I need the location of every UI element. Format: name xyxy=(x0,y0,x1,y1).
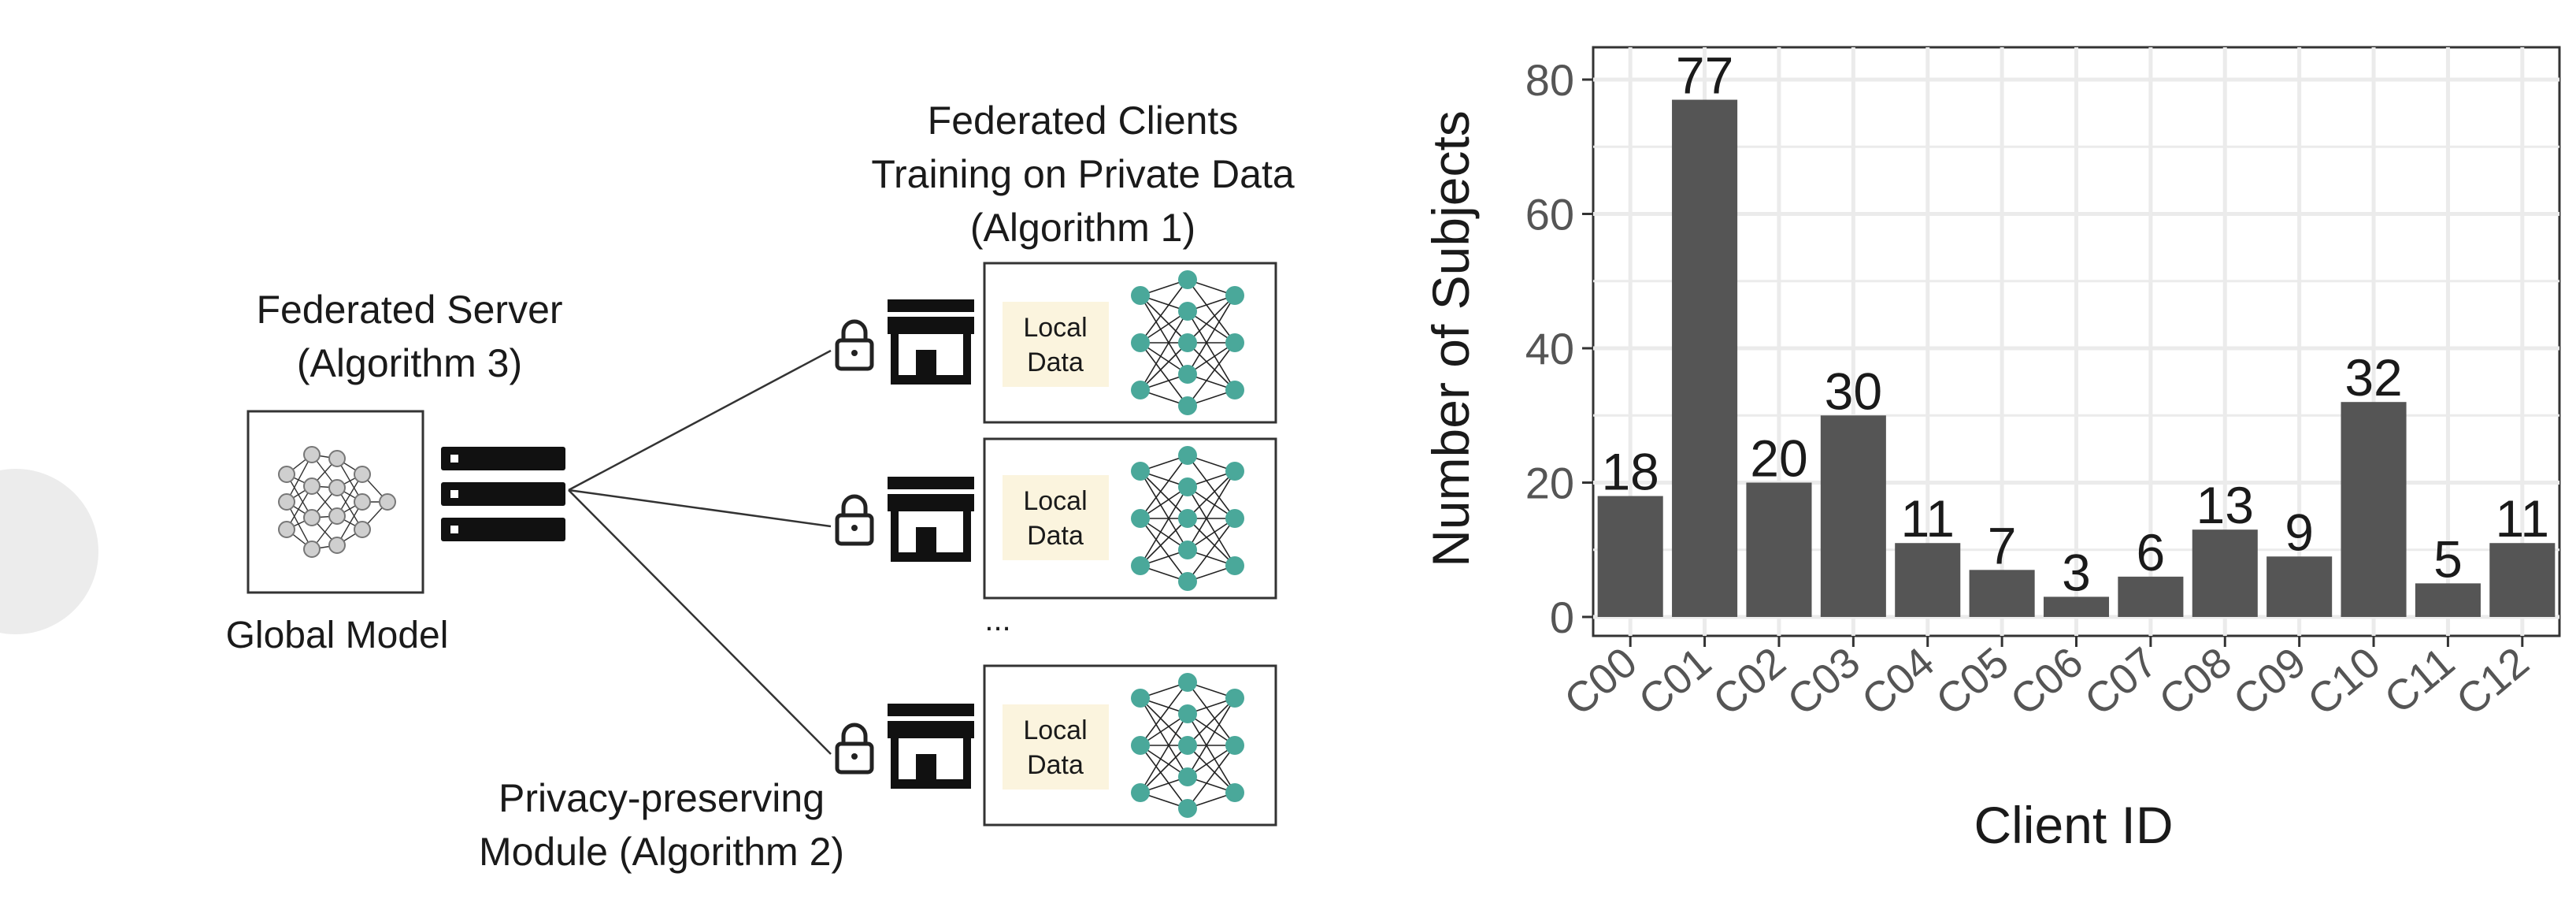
local-data-label-line1: Local xyxy=(1023,486,1087,516)
y-tick-label: 80 xyxy=(1525,55,1574,105)
local-data-label-line1: Local xyxy=(1023,313,1087,343)
local-data-box xyxy=(1003,475,1109,560)
bar-c11 xyxy=(2415,583,2481,617)
y-tick-label: 0 xyxy=(1550,593,1574,642)
connection-lines xyxy=(568,349,832,755)
x-tick-label-c01: C01 xyxy=(1630,638,1720,725)
data-label-c09: 9 xyxy=(2285,503,2314,561)
bar-c09 xyxy=(2267,556,2333,617)
bar-c01 xyxy=(1672,99,1738,617)
clients-title-line3: (Algorithm 1) xyxy=(970,206,1195,250)
data-label-c10: 32 xyxy=(2344,348,2402,407)
global-model-network-icon xyxy=(278,446,396,558)
store-icon xyxy=(888,299,974,385)
bar-c06 xyxy=(2043,596,2110,617)
y-tick-label: 40 xyxy=(1525,324,1574,373)
global-model-label: Global Model xyxy=(226,615,449,656)
client-2: Local Data xyxy=(837,437,1277,600)
x-tick-label-c02: C02 xyxy=(1704,638,1794,725)
y-tick-label: 60 xyxy=(1525,190,1574,240)
data-label-c06: 3 xyxy=(2062,543,2091,601)
local-data-box xyxy=(1003,704,1109,790)
server-title: Federated Server xyxy=(256,288,562,332)
bar-c00 xyxy=(1597,496,1663,617)
clients-title-line2: Training on Private Data xyxy=(871,152,1294,196)
global-model-box xyxy=(246,410,424,594)
x-tick-label-c05: C05 xyxy=(1927,638,2017,725)
x-tick-label-c09: C09 xyxy=(2225,638,2315,725)
local-data-box xyxy=(1003,302,1109,387)
ellipsis: ... xyxy=(984,603,1010,637)
bar-c04 xyxy=(1895,543,1961,617)
data-label-c08: 13 xyxy=(2196,476,2254,534)
data-label-c03: 30 xyxy=(1825,362,1882,420)
x-tick-label-c00: C00 xyxy=(1555,638,1645,725)
server-subtitle: (Algorithm 3) xyxy=(297,341,522,385)
bar-c10 xyxy=(2341,402,2407,617)
store-icon xyxy=(888,704,974,789)
x-tick-label-c07: C07 xyxy=(2076,638,2166,725)
bar-c08 xyxy=(2192,529,2258,617)
clients-title-line1: Federated Clients xyxy=(928,98,1239,143)
bar-c12 xyxy=(2489,543,2556,617)
local-data-label-line2: Data xyxy=(1027,521,1084,551)
data-label-c12: 11 xyxy=(2496,489,2550,548)
x-tick-label-c04: C04 xyxy=(1853,638,1943,725)
privacy-label-line2: Module (Algorithm 2) xyxy=(479,830,844,874)
x-tick-label-c11: C11 xyxy=(2376,638,2463,723)
chart-x-axis-title: Client ID xyxy=(1974,796,2173,854)
client-1: Local Data xyxy=(837,262,1277,424)
lock-icon xyxy=(837,321,872,369)
data-label-c00: 18 xyxy=(1601,443,1659,501)
lock-icon xyxy=(837,725,872,772)
client-3: Local Data xyxy=(837,664,1277,827)
x-tick-label-c10: C10 xyxy=(2299,638,2389,725)
chart-bars xyxy=(1597,99,2556,617)
data-label-c01: 77 xyxy=(1676,46,1733,105)
local-data-label-line2: Data xyxy=(1027,750,1084,780)
store-icon xyxy=(888,477,974,562)
bar-c05 xyxy=(1969,570,2035,617)
privacy-label-line1: Privacy-preserving xyxy=(499,776,825,820)
chart-y-axis: 0 20 40 60 80 xyxy=(1525,55,1593,642)
x-tick-label-c08: C08 xyxy=(2151,638,2241,725)
local-data-label-line1: Local xyxy=(1023,715,1087,745)
lock-icon xyxy=(837,496,872,544)
server-rack-icon xyxy=(441,447,565,541)
data-label-c04: 11 xyxy=(1900,489,1955,548)
chart-y-axis-title: Number of Subjects xyxy=(1421,110,1480,567)
data-label-c05: 7 xyxy=(1988,516,2017,574)
chart-data-labels: 18 77 20 30 11 7 3 6 13 9 32 5 11 xyxy=(1601,46,2549,602)
x-tick-label-c06: C06 xyxy=(2002,638,2092,725)
decorative-circle xyxy=(0,469,98,634)
y-tick-label: 20 xyxy=(1525,459,1574,508)
data-label-c02: 20 xyxy=(1750,429,1807,488)
x-tick-label-c12: C12 xyxy=(2448,638,2537,725)
data-label-c07: 6 xyxy=(2137,523,2166,581)
bar-c07 xyxy=(2118,576,2184,617)
bar-c03 xyxy=(1820,415,1886,617)
bar-c02 xyxy=(1746,482,1812,617)
local-data-label-line2: Data xyxy=(1027,347,1084,377)
x-tick-label-c03: C03 xyxy=(1779,638,1869,725)
data-label-c11: 5 xyxy=(2433,529,2463,588)
